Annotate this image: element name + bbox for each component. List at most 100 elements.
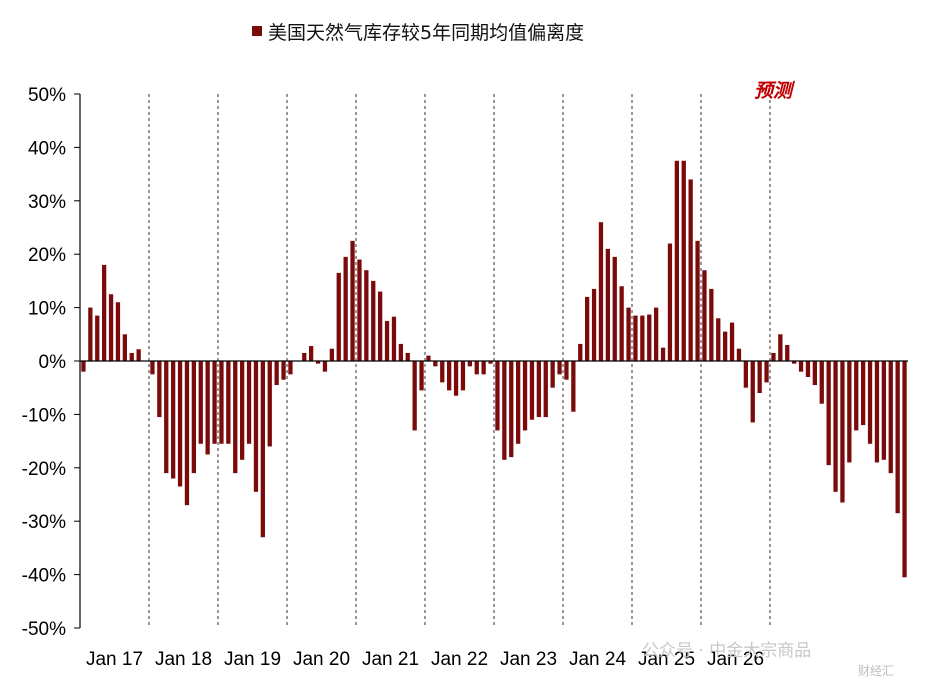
bar [302,352,307,361]
bar [129,352,134,361]
bar [384,320,390,361]
bar [840,361,845,503]
bar [136,349,141,361]
bar [647,314,652,361]
bar [447,361,452,391]
bar [364,270,369,361]
bar [460,361,466,391]
watermark: 公众号 · 中金大宗商品 [642,641,812,661]
x-ticks: Jan 17 Jan 18 Jan 19 Jan 20 Jan 21 Jan 22 Jan … [86,649,764,670]
bar [667,243,673,361]
x-tick-label: Jan 23 [500,649,557,670]
bar [288,361,293,375]
bar [150,361,155,375]
bar [557,361,562,375]
bar [895,361,900,514]
y-tick-label: 50% [28,85,66,106]
bar [474,361,479,375]
bars [81,160,907,578]
bar [343,256,348,361]
bar [626,307,631,361]
bar [322,361,328,372]
bar [688,179,693,361]
bar [695,240,700,361]
bar [750,361,755,423]
bar [398,343,403,361]
bar [888,361,893,474]
x-tick-label: Jan 25 [638,649,695,670]
y-tick-label: 20% [28,245,66,266]
bar [854,361,859,431]
legend: 美国天然气库存较5年同期均值偏离度 [252,18,584,44]
bar [233,361,238,474]
bar [329,348,334,361]
bar [281,361,286,380]
bar [419,361,424,391]
x-tick-label: Jan 19 [224,649,281,670]
bar [529,361,535,420]
bar [674,160,679,361]
bar [88,307,93,361]
bar [488,361,493,364]
bar [115,302,121,361]
logo: 财经汇 [858,664,895,678]
bar [660,347,666,361]
bar [736,348,742,361]
bar [502,361,507,460]
bar [881,361,886,460]
bar [522,361,528,431]
bar [164,361,169,474]
bar [274,361,279,386]
bar [157,361,162,418]
y-tick-label: 40% [28,138,66,159]
legend-label: 美国天然气库存较5年同期均值偏离度 [268,21,585,44]
bar [640,315,645,361]
bar [605,248,610,361]
bar [212,361,217,444]
bar [702,270,707,361]
bar [771,352,776,361]
forecast-annotation: 预测 [754,80,793,102]
bar [798,361,804,372]
bar [536,361,541,418]
bar [309,346,314,361]
y-tick-label: -50% [22,619,66,640]
bar [543,361,548,418]
bar [246,361,252,444]
bar [481,361,486,375]
bar [743,361,748,388]
x-tick-label: Jan 20 [293,649,350,670]
bar [412,361,417,431]
bar [426,355,431,361]
bar [591,288,597,361]
x-tick-label: Jan 22 [431,649,488,670]
x-tick-label: Jan 24 [569,649,626,670]
bar [391,316,397,361]
bar [826,361,831,466]
bar [198,361,203,444]
bar [108,294,114,361]
bar [709,288,714,361]
y-tick-label: 10% [28,299,66,320]
bar [681,160,686,361]
bar [619,286,624,361]
y-tick-label: -10% [22,405,66,426]
y-ticks: -50% -40% -30% -20% -10% 0% 10% 20% 30% 40% 50% [22,85,80,640]
bar [240,361,245,460]
bar [495,361,500,431]
bar [785,344,790,361]
bar [598,222,604,361]
bar [371,280,376,361]
x-tick-label: Jan 26 [707,649,764,670]
bar [867,361,873,444]
bar [467,361,472,367]
x-tick-label: Jan 21 [362,649,419,670]
bar [902,361,907,578]
bar [819,361,824,404]
bar [564,361,569,380]
bar [723,331,728,361]
bar [219,361,224,444]
bar [805,361,811,378]
bar [95,315,100,361]
